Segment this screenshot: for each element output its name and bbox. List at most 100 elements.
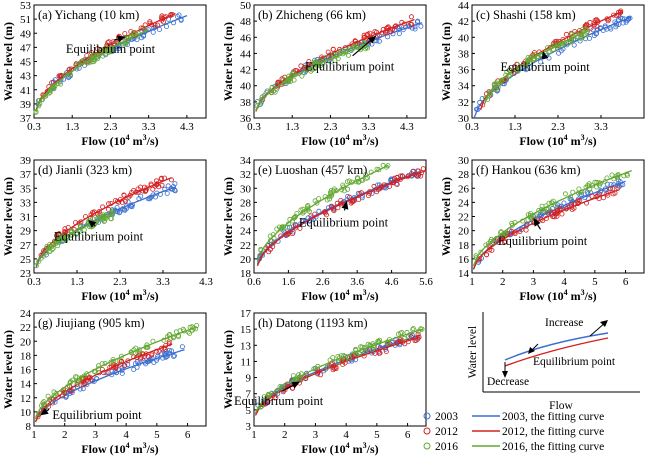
point-2012 <box>356 196 362 202</box>
point-2012 <box>501 239 507 245</box>
point-2016 <box>555 42 561 48</box>
series-2003 <box>473 15 633 119</box>
point-2003 <box>125 199 131 205</box>
x-axis-label: Flow (104 m3/s) <box>301 441 378 456</box>
y-tick-label: 22 <box>20 322 31 334</box>
schematic-ylabel: Water level <box>467 326 479 378</box>
equilibrium-pointer <box>537 224 542 230</box>
point-2012 <box>330 46 336 52</box>
x-tick-label: 0.3 <box>27 121 41 133</box>
point-2012 <box>312 211 318 217</box>
point-2003 <box>176 12 182 18</box>
legend-marker-label-2012: 2012 <box>435 426 458 438</box>
point-2016 <box>560 43 566 49</box>
point-2016 <box>385 163 391 169</box>
y-tick-label: 37 <box>20 169 32 181</box>
schematic-curve-2012 <box>504 337 609 367</box>
y-tick-label: 48 <box>240 16 252 28</box>
point-2012 <box>158 175 164 181</box>
point-2012 <box>153 178 159 184</box>
y-tick-label: 39 <box>20 99 32 111</box>
equilibrium-label: Equilibrium point <box>234 394 324 408</box>
schematic-eq-arrowhead <box>528 347 535 354</box>
y-tick-label: 25 <box>20 254 32 266</box>
point-2012 <box>394 181 400 187</box>
point-2016 <box>67 70 73 76</box>
point-2003 <box>172 188 178 194</box>
x-tick-label: 6 <box>185 429 191 441</box>
point-2012 <box>292 225 298 231</box>
plot-frame <box>253 4 427 119</box>
fit-curve-2003 <box>254 334 421 415</box>
equilibrium-arrowhead <box>533 217 541 227</box>
point-2016 <box>498 77 504 83</box>
y-tick-label: 44 <box>240 48 252 60</box>
y-tick-label: 16 <box>20 365 32 377</box>
series-2012 <box>35 11 176 112</box>
y-axis-label: Water level (m) <box>439 22 453 101</box>
point-2012 <box>338 197 344 203</box>
fit-curve-2003 <box>35 14 188 111</box>
x-tick-label: 2.3 <box>324 121 338 133</box>
point-2016 <box>541 209 547 215</box>
point-2016 <box>280 76 286 82</box>
point-2016 <box>525 55 531 61</box>
x-tick-label: 1.3 <box>508 121 522 133</box>
x-tick-label: 4.3 <box>199 276 213 288</box>
point-2016 <box>269 84 275 90</box>
point-2003 <box>418 23 424 29</box>
schematic-decrease-arrowhead <box>502 371 508 378</box>
point-2016 <box>555 45 561 51</box>
schematic-decrease-label: Decrease <box>487 376 529 388</box>
point-2003 <box>151 359 157 365</box>
point-2016 <box>45 393 51 399</box>
point-2003 <box>538 59 544 65</box>
x-tick-label: 1 <box>251 429 257 441</box>
point-2016 <box>401 335 407 341</box>
y-tick-label: 12 <box>20 393 31 405</box>
x-tick-label: 4.3 <box>400 121 414 133</box>
x-tick-label: 2.3 <box>551 121 565 133</box>
point-2012 <box>607 186 613 192</box>
equilibrium-pointer <box>93 224 96 227</box>
x-tick-label: 3.3 <box>156 276 170 288</box>
point-2003 <box>163 349 169 355</box>
y-axis-label: Water level (m) <box>221 330 235 409</box>
y-tick-label: 32 <box>458 97 469 109</box>
point-2016 <box>569 31 575 37</box>
y-tick-label: 51 <box>20 14 31 26</box>
point-2016 <box>79 58 85 64</box>
point-2016 <box>504 69 510 75</box>
point-2016 <box>285 77 291 83</box>
schematic-xlabel: Flow <box>549 400 573 412</box>
point-2016 <box>515 68 521 74</box>
y-tick-label: 13 <box>240 340 252 352</box>
x-tick-label: 4.6 <box>385 276 399 288</box>
point-2016 <box>116 358 122 364</box>
point-2016 <box>261 394 267 400</box>
point-2016 <box>308 68 314 74</box>
point-2012 <box>38 252 44 258</box>
point-2016 <box>84 371 90 377</box>
panel-title: (g) Jiujiang (905 km) <box>38 316 145 330</box>
legend-marker-label-2003: 2003 <box>435 411 458 423</box>
point-2016 <box>311 60 317 66</box>
y-axis-label: Water level (m) <box>1 22 15 101</box>
series-2016 <box>254 39 370 111</box>
point-2016 <box>330 355 336 361</box>
equilibrium-label: Equilibrium point <box>52 408 142 422</box>
point-2003 <box>171 353 177 359</box>
point-2016 <box>410 325 416 331</box>
fit-curve-2016 <box>255 43 369 111</box>
y-tick-label: 43 <box>20 71 32 83</box>
point-2003 <box>179 344 185 350</box>
point-2016 <box>74 380 80 386</box>
panel-3: 0.3 1.3 2.3 3.3 30 32 34 36 38 40 42 44 Water level … <box>439 0 645 148</box>
y-tick-label: 53 <box>20 0 32 12</box>
y-tick-label: 36 <box>240 113 252 125</box>
y-tick-label: 37 <box>20 113 32 125</box>
legend-line-label-2012: 2012, the fitting curve <box>502 426 604 438</box>
point-2012 <box>610 186 616 192</box>
point-2003 <box>150 29 156 35</box>
